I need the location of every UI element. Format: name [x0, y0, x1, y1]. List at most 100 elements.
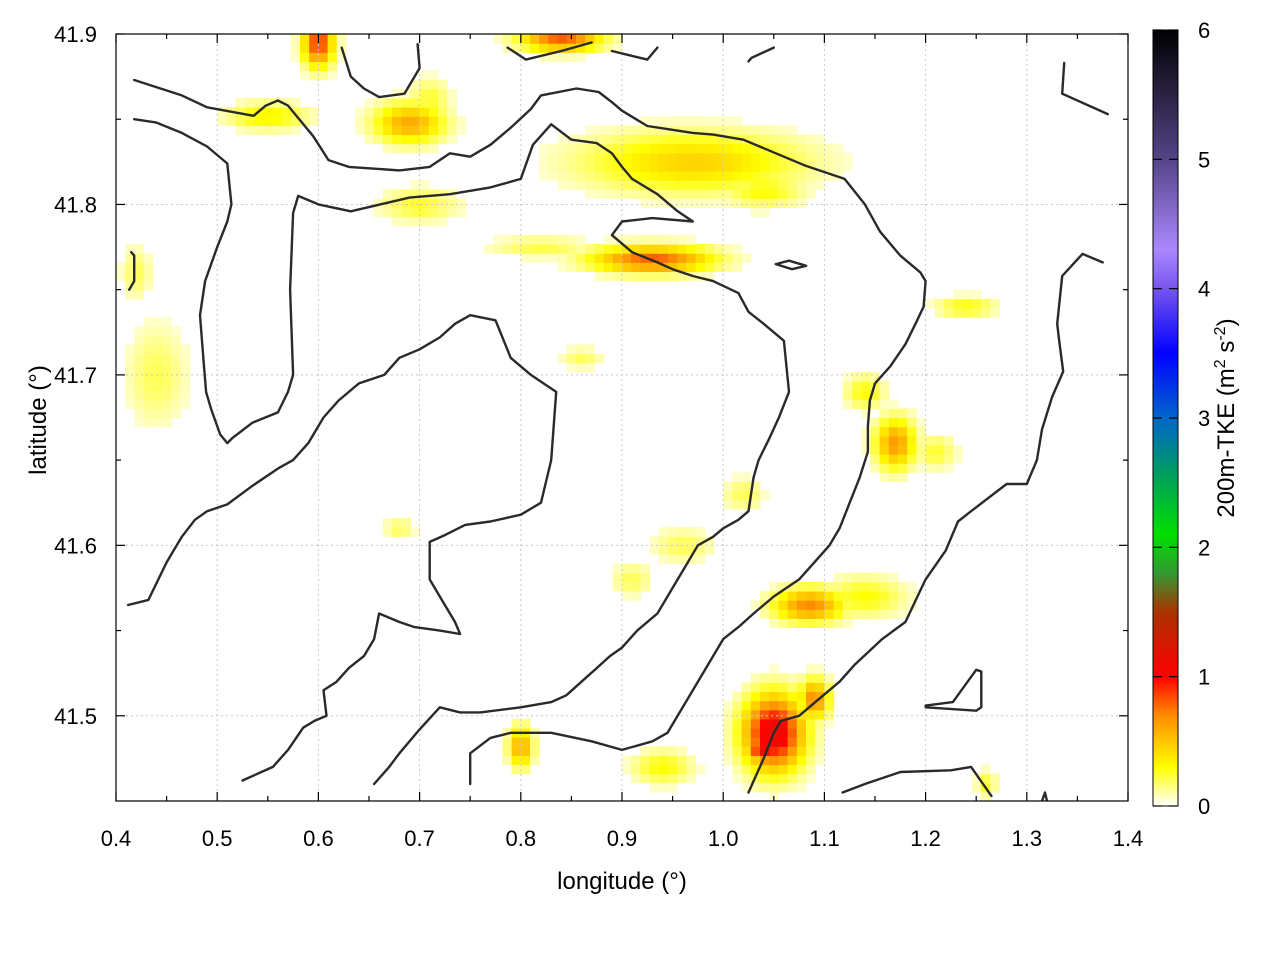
tke-cell — [888, 435, 899, 446]
tke-cell — [622, 170, 632, 181]
tke-cell — [401, 216, 411, 227]
tke-cell — [585, 152, 595, 163]
tke-cell — [134, 362, 145, 373]
y-tick-label: 41.5 — [54, 704, 97, 729]
y-tick-label: 41.6 — [54, 533, 97, 558]
tke-cell — [769, 773, 779, 784]
tke-cell — [658, 545, 669, 556]
tke-cell — [723, 116, 733, 126]
tke-cell — [714, 161, 724, 172]
tke-cell — [392, 527, 402, 537]
tke-cell — [971, 298, 982, 309]
tke-cell — [640, 755, 651, 766]
terrain-contour-line — [340, 43, 421, 99]
tke-cell — [640, 152, 651, 163]
tke-cell — [962, 298, 973, 309]
tke-cell — [704, 116, 715, 126]
axis-ticks — [115, 33, 1129, 801]
tke-cell — [566, 253, 577, 263]
tke-cell — [686, 755, 697, 766]
tke-cell — [318, 34, 329, 44]
tke-cell — [861, 390, 871, 400]
tke-cell — [787, 581, 798, 592]
tke-cell — [934, 444, 945, 455]
tke-cell — [162, 408, 172, 419]
tke-cell — [281, 107, 292, 117]
tke-cell — [594, 271, 605, 282]
tke-cell — [842, 609, 853, 619]
tke-cell — [622, 180, 632, 190]
tke-cell — [401, 207, 411, 218]
tke-cell — [134, 371, 145, 382]
tke-cell — [612, 143, 623, 154]
tke-cell — [410, 198, 421, 209]
tke-cell — [907, 454, 917, 464]
tke-cell — [438, 134, 448, 145]
tke-cell — [732, 709, 743, 720]
tke-cell — [143, 390, 154, 400]
tke-cell — [879, 609, 890, 619]
tke-cell — [769, 718, 779, 729]
tke-cell — [428, 97, 439, 108]
tke-cell — [888, 463, 899, 473]
tke-cell — [695, 170, 706, 181]
tke-cell — [622, 134, 632, 145]
tke-cell — [649, 180, 660, 190]
tke-cell — [778, 746, 789, 756]
tke-cell — [428, 198, 439, 209]
tke-cell — [649, 134, 660, 145]
colorbar-tick-label: 5 — [1198, 147, 1210, 172]
tke-cell — [290, 97, 301, 108]
tke-cell — [392, 189, 402, 199]
tke-cell — [852, 399, 862, 409]
tke-cell — [723, 125, 733, 136]
tke-cell — [557, 134, 568, 145]
tke-cell — [704, 134, 715, 145]
tke-cell — [309, 43, 319, 53]
tke-cell — [382, 207, 393, 218]
tke-cell — [410, 180, 421, 190]
tke-cell — [796, 170, 807, 181]
tke-cell — [741, 472, 752, 483]
tke-cell — [714, 116, 724, 126]
tke-cell — [695, 143, 706, 154]
tke-cell — [852, 380, 862, 391]
tke-cell — [870, 417, 881, 428]
tke-cell — [695, 536, 706, 546]
tke-cell — [806, 755, 816, 766]
tke-cell — [557, 180, 568, 190]
tke-cell — [392, 198, 402, 209]
tke-cell — [677, 746, 687, 756]
tke-cell — [566, 52, 577, 62]
tke-cell — [842, 380, 853, 391]
tke-cell — [787, 718, 798, 729]
tke-cell — [281, 125, 292, 136]
tke-cell — [548, 34, 559, 44]
tke-cell — [741, 682, 752, 693]
tke-cell — [944, 298, 954, 309]
tke-cell — [787, 746, 798, 756]
tke-cell — [916, 463, 927, 473]
tke-cell — [990, 307, 1000, 318]
tke-cell — [134, 344, 145, 355]
tke-cell — [760, 125, 770, 136]
tke-cell — [576, 170, 586, 181]
tke-cell — [631, 170, 641, 181]
tke-cell — [750, 691, 761, 702]
tke-cell — [438, 107, 448, 117]
colorbar-label-mid: s — [1213, 341, 1240, 360]
tke-cell — [125, 271, 135, 282]
tke-cell — [180, 380, 191, 391]
tke-cell — [778, 198, 789, 209]
tke-cell — [631, 189, 641, 199]
tke-cell — [309, 52, 319, 62]
tke-cell — [714, 189, 724, 199]
tke-cell — [438, 79, 448, 90]
tke-cell — [787, 691, 798, 702]
tke-cell — [576, 234, 586, 245]
tke-cell — [778, 170, 789, 181]
tke-cell — [585, 180, 595, 190]
tke-cell — [502, 34, 513, 44]
tke-cell — [640, 764, 651, 775]
tke-cell — [888, 600, 899, 610]
